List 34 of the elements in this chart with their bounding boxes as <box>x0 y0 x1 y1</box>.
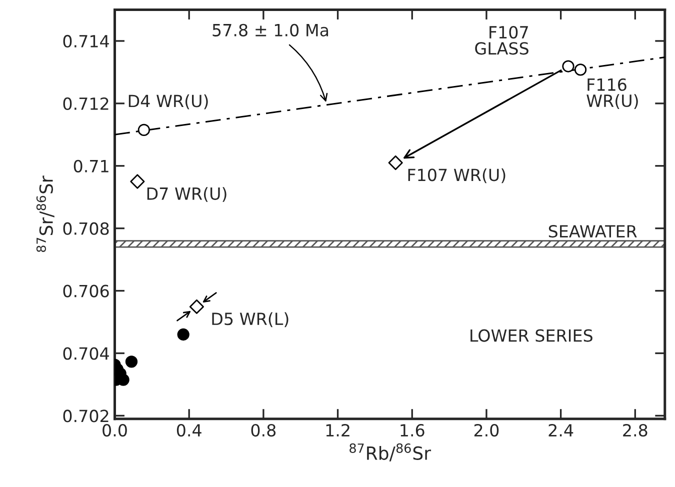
x-tick-label: 2.8 <box>623 424 648 437</box>
annotation: F116 WR(U) <box>586 78 638 110</box>
annotation: F107 WR(U) <box>408 168 506 184</box>
y-axis-title: $^{87}$Sr/$^{86}$Sr <box>36 176 54 252</box>
y-tick-label: 0.706 <box>63 284 109 298</box>
point <box>138 124 150 136</box>
point <box>189 299 204 314</box>
x-tick-label: 1.6 <box>400 424 424 437</box>
y-tick-label: 0.712 <box>63 97 108 110</box>
annotation: F107 GLASS <box>475 26 528 55</box>
annotation: D5 WR(L) <box>212 312 288 328</box>
annotation: D4 WR(U) <box>128 94 208 110</box>
point <box>125 356 138 368</box>
annotation: LOWER SERIES <box>470 329 592 342</box>
x-tick-label: 0.8 <box>251 424 276 437</box>
y-tick-label: 0.708 <box>63 222 109 235</box>
band-label: SEAWATER <box>548 224 637 238</box>
y-tick-label: 0.704 <box>63 347 109 360</box>
x-tick-label: 0.0 <box>102 424 127 437</box>
y-tick-label: 0.71 <box>74 160 108 172</box>
x-tick-label: 2.4 <box>548 424 574 436</box>
point <box>130 174 145 189</box>
y-tick-label: 0.702 <box>63 410 108 422</box>
x-tick-label: 1.2 <box>326 424 350 436</box>
point <box>574 64 587 76</box>
point <box>562 60 574 72</box>
x-axis-title: $^{87}$Rb/$^{86}$Sr <box>350 443 432 462</box>
x-tick-label: 0.4 <box>176 424 202 437</box>
annotation: 57.8 ± 1.0 Ma <box>212 24 328 36</box>
point <box>388 155 403 170</box>
y-tick-label: 0.714 <box>63 34 109 48</box>
x-tick-label: 2.0 <box>474 424 499 437</box>
annotation: D7 WR(U) <box>147 187 226 202</box>
point <box>177 328 190 341</box>
